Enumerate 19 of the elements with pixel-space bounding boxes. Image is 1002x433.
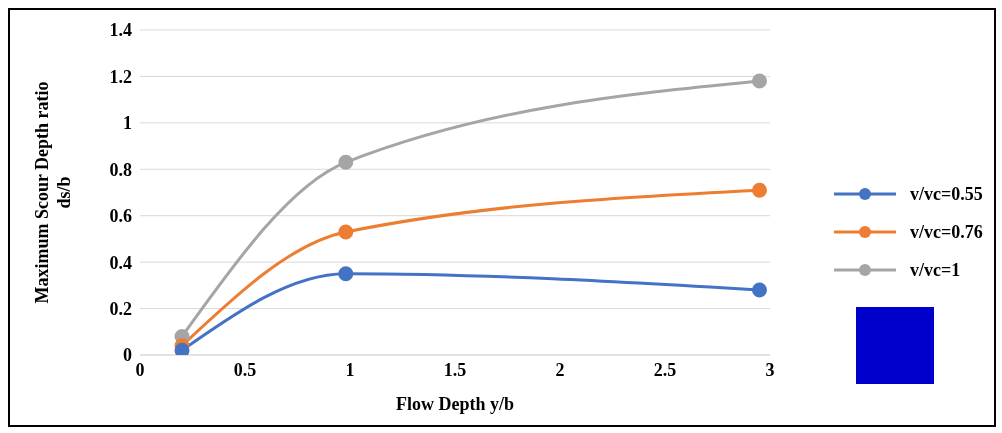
y-tick-label: 0.4 <box>109 252 132 273</box>
x-tick-label: 2.5 <box>653 359 677 380</box>
x-tick-label: 2 <box>555 359 565 380</box>
x-tick-label: 0.5 <box>233 359 257 380</box>
y-tick-label: 1 <box>123 113 132 134</box>
y-tick-label: 0.2 <box>109 298 132 319</box>
y-tick-label: 1.2 <box>109 66 132 87</box>
legend-label: v/vc=0.76 <box>910 221 983 243</box>
legend-label: v/vc=0.55 <box>910 183 983 205</box>
y-tick-label: 0.8 <box>109 159 132 180</box>
legend-label: v/vc=1 <box>910 259 961 281</box>
y-tick-label: 0 <box>123 345 132 366</box>
x-tick-label: 1 <box>345 359 355 380</box>
x-tick-label: 1.5 <box>443 359 467 380</box>
y-tick-label: 1.4 <box>109 20 132 41</box>
y-tick-label: 0.6 <box>109 206 132 227</box>
x-tick-label: 3 <box>765 359 775 380</box>
y-axis-title: Maximum Scour Depth ratio ds/b <box>32 81 74 304</box>
x-axis-title: Flow Depth y/b <box>395 394 515 414</box>
